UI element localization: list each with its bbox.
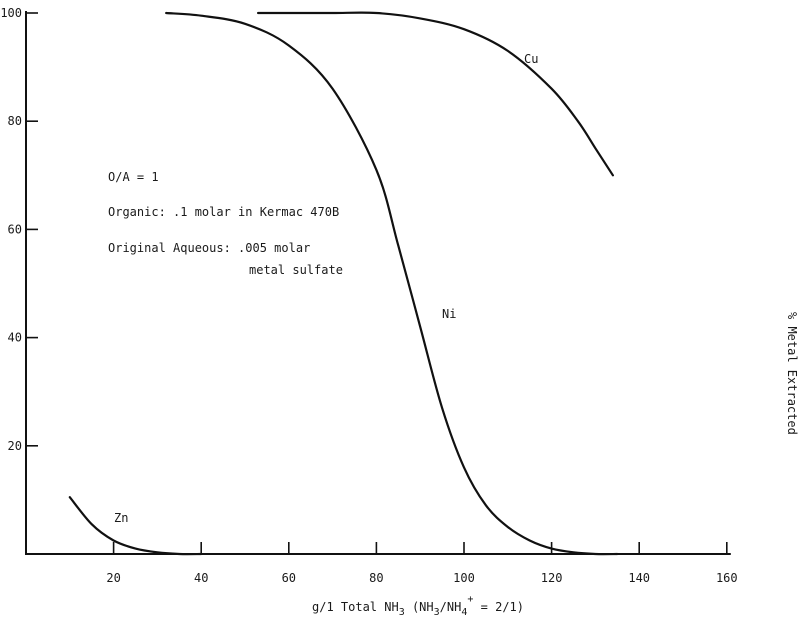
x-tick-label-20: 20	[106, 571, 120, 585]
annotation-oa: O/A = 1	[108, 170, 159, 184]
x-tick-label-120: 120	[541, 571, 563, 585]
series-ni-line	[165, 11, 619, 556]
annotation-organic: Organic: .1 molar in Kermac 470B	[108, 205, 339, 219]
y-tick-label-40: 40	[8, 331, 22, 345]
x-tick-label-160: 160	[716, 571, 738, 585]
annotation-aqueous-line2: metal sulfate	[249, 263, 343, 277]
x-axis-title-mid2: /NH	[440, 600, 462, 614]
y-tick-label-60: 60	[8, 222, 22, 236]
x-axis-title-sup: +	[467, 594, 473, 605]
x-axis-title-sub3: 4	[461, 607, 467, 618]
axes	[25, 11, 731, 555]
series-ni-label: Ni	[442, 307, 456, 321]
series-cu-label: Cu	[524, 52, 538, 66]
x-axis-title-sub2: 3	[434, 607, 440, 618]
x-tick-label-60: 60	[282, 571, 296, 585]
x-axis-title-sub1: 3	[399, 607, 405, 618]
x-tick-label-100: 100	[453, 571, 475, 585]
series-zn-line	[68, 496, 203, 556]
ticks: 20 40 60 80 100 20 40 60 80 100 120 140 160	[0, 6, 737, 585]
annotation-aqueous-line1: Original Aqueous: .005 molar	[108, 241, 310, 255]
y-tick-label-100: 100	[0, 6, 22, 20]
x-axis-title-mid: (NH	[405, 600, 434, 614]
y-axis-title: % Metal Extracted	[785, 312, 799, 435]
series-zn-label: Zn	[114, 511, 128, 525]
x-axis-title-main: g/1 Total NH	[312, 600, 399, 614]
x-tick-label-140: 140	[628, 571, 650, 585]
series-cu-line	[257, 11, 614, 177]
x-axis-title-end: = 2/1)	[473, 600, 524, 614]
curves: Cu Ni Zn	[68, 11, 619, 556]
y-tick-label-80: 80	[8, 114, 22, 128]
y-tick-label-20: 20	[8, 439, 22, 453]
x-axis-title: g/1 Total NH3 (NH3/NH4+ = 2/1)	[312, 594, 524, 618]
x-tick-label-40: 40	[194, 571, 208, 585]
x-tick-label-80: 80	[369, 571, 383, 585]
